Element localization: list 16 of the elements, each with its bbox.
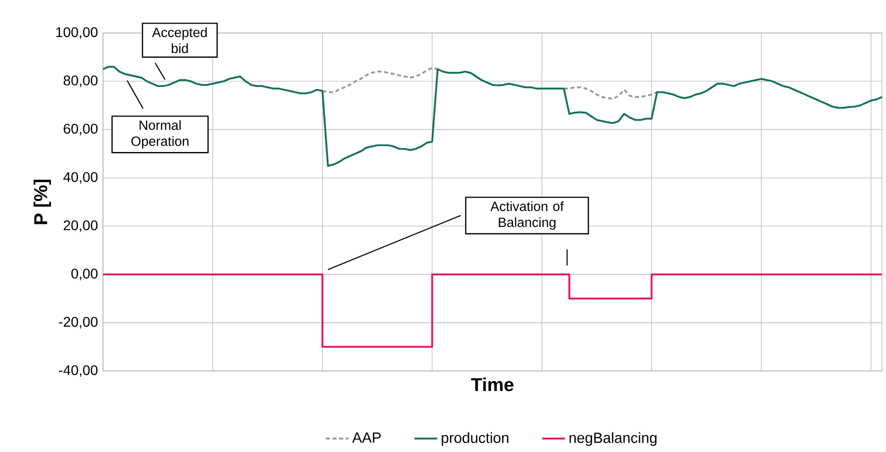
y-tick-label: -40,00 xyxy=(59,365,98,377)
y-tick-label: -20,00 xyxy=(59,316,98,328)
y-axis-title: P [%] xyxy=(34,180,51,224)
annotation: Accepted bid xyxy=(152,27,207,54)
annotation: Normal Operation xyxy=(131,120,188,149)
y-tick-label: 20,00 xyxy=(64,220,98,232)
y-tick-label: 0,00 xyxy=(71,268,98,280)
legend-label: AAP xyxy=(352,432,381,443)
y-tick-label: 80,00 xyxy=(64,76,98,88)
y-tick-label: 100,00 xyxy=(56,27,98,39)
y-tick-label: 60,00 xyxy=(64,124,98,136)
x-axis-title: Time xyxy=(471,378,514,392)
legend-label: production xyxy=(442,432,508,446)
legend-label: negBalancing xyxy=(570,432,657,446)
y-tick-label: 40,00 xyxy=(63,172,98,184)
annotation: Activation of Balancing xyxy=(490,201,564,230)
